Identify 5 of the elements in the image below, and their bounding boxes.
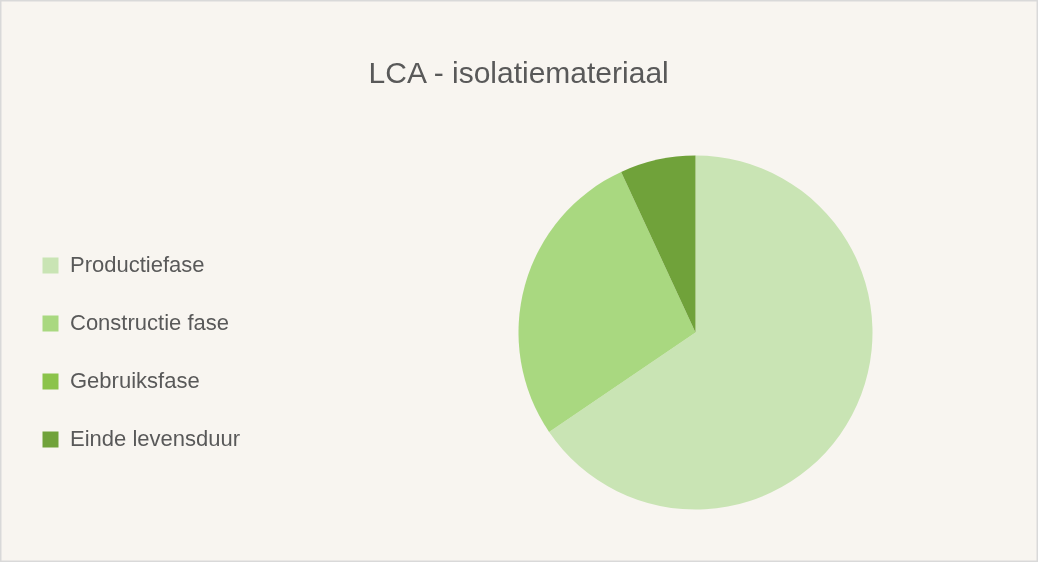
chart-title: LCA - isolatiemateriaal [368, 56, 669, 89]
legend-label: Gebruiksfase [70, 368, 200, 394]
legend-label: Productiefase [70, 252, 205, 278]
legend-label: Constructie fase [70, 310, 229, 336]
legend-label: Einde levensduur [70, 426, 241, 452]
